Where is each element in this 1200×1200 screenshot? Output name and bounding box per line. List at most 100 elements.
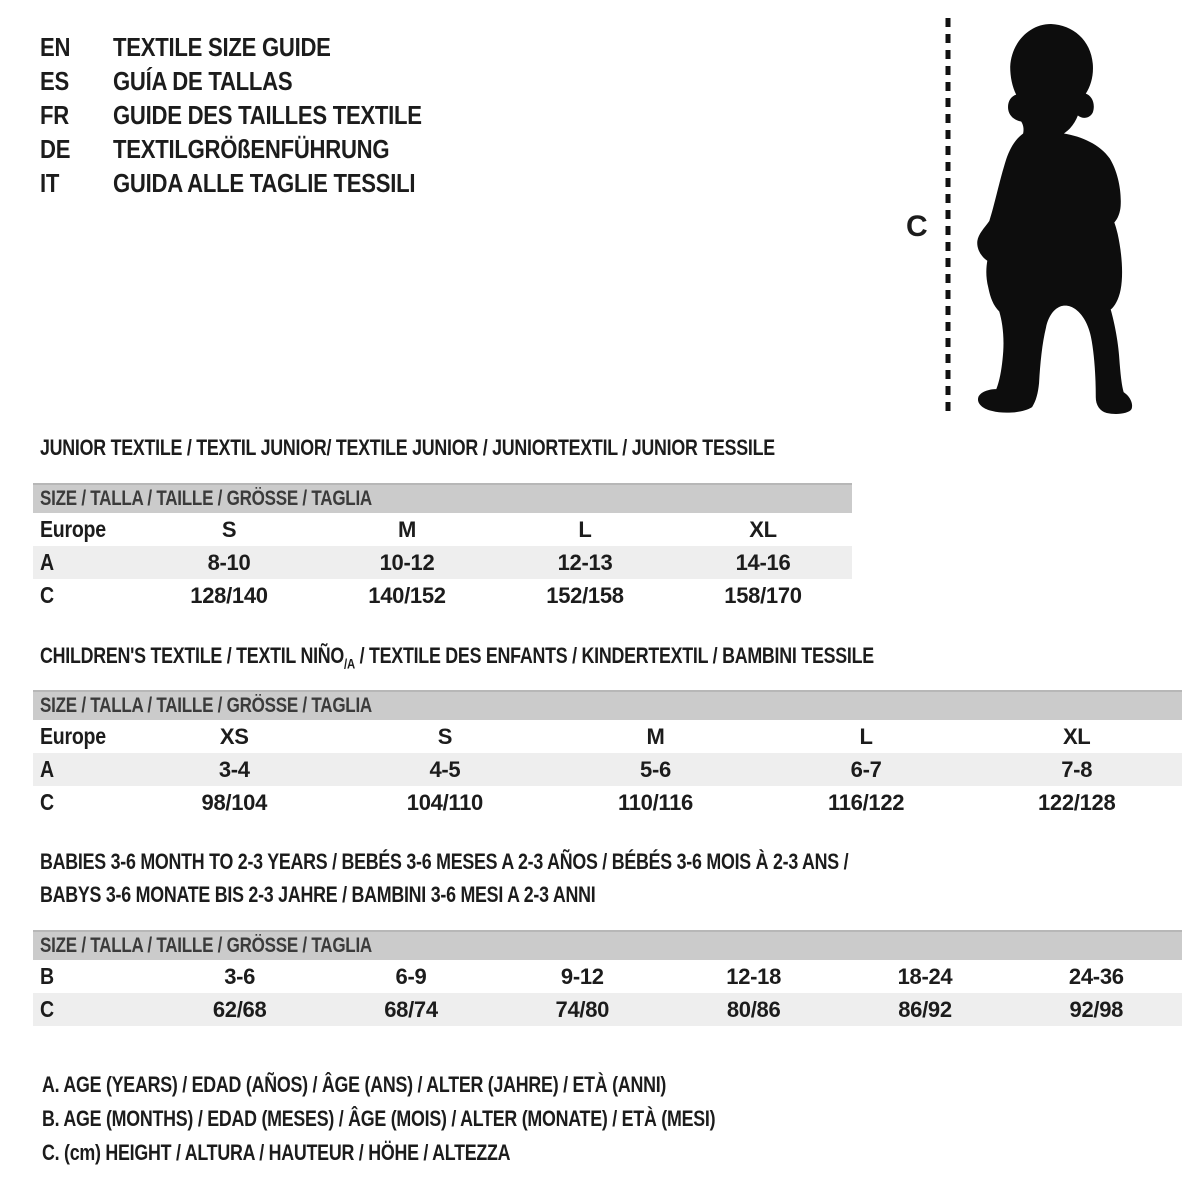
guide-title: GUÍA DE TALLAS <box>113 64 476 98</box>
lang-row-de: DE TEXTILGRÖßENFÜHRUNG <box>40 132 476 166</box>
lang-row-it: IT GUIDA ALLE TAGLIE TESSILI <box>40 166 476 200</box>
lang-code-label: ES <box>40 66 69 96</box>
row-label: Europe <box>33 720 129 753</box>
legend-line-c-text: C. (cm) HEIGHT / ALTURA / HAUTEUR / HÖHE… <box>42 1140 511 1165</box>
lang-code: IT <box>40 166 113 200</box>
value-cell: 98/104 <box>201 790 268 815</box>
size-cell: M <box>646 724 665 749</box>
guide-title-label: TEXTILGRÖßENFÜHRUNG <box>113 134 390 164</box>
value-cell: 62/68 <box>212 997 267 1022</box>
lang-row-en: EN TEXTILE SIZE GUIDE <box>40 30 476 64</box>
title-sub: /A <box>344 655 355 672</box>
row-label-text: Europe <box>40 723 106 749</box>
value-cell: 68/74 <box>384 997 438 1022</box>
babies-title-line1: BABIES 3-6 MONTH TO 2-3 YEARS / BEBÉS 3-… <box>40 849 849 874</box>
value-cell: 128/140 <box>190 583 268 608</box>
legend-line-a-text: A. AGE (YEARS) / EDAD (AÑOS) / ÂGE (ANS)… <box>42 1072 667 1097</box>
value-cell: 122/128 <box>1037 790 1116 815</box>
row-label: C <box>33 579 140 612</box>
table-row-age: A 8-10 10-12 12-13 14-16 <box>33 546 852 579</box>
size-header-label: SIZE / TALLA / TAILLE / GRÖSSE / TAGLIA <box>40 487 372 510</box>
size-cell: XS <box>219 724 249 749</box>
lang-code-label: IT <box>40 168 60 198</box>
value-cell: 6-9 <box>395 964 427 989</box>
lang-row-fr: FR GUIDE DES TAILLES TEXTILE <box>40 98 476 132</box>
junior-section-title-text: JUNIOR TEXTILE / TEXTIL JUNIOR/ TEXTILE … <box>40 435 775 460</box>
children-section-title-text: CHILDREN'S TEXTILE / TEXTIL NIÑO/A / TEX… <box>40 643 874 671</box>
size-header-band: SIZE / TALLA / TAILLE / GRÖSSE / TAGLIA <box>33 483 852 513</box>
table-row-age: A 3-4 4-5 5-6 6-7 7-8 <box>33 753 1182 786</box>
guide-title-label: GUÍA DE TALLAS <box>113 66 293 96</box>
value-cell: 158/170 <box>724 583 802 608</box>
guide-title-label: GUIDE DES TAILLES TEXTILE <box>113 100 422 130</box>
row-label: B <box>33 960 154 993</box>
table-row-height: C 128/140 140/152 152/158 158/170 <box>33 579 852 612</box>
title-pre: CHILDREN'S TEXTILE / TEXTIL NIÑO <box>40 643 345 668</box>
title-post: / TEXTILE DES ENFANTS / KINDERTEXTIL / B… <box>354 643 875 668</box>
guide-title: GUIDE DES TAILLES TEXTILE <box>113 98 476 132</box>
legend: A. AGE (YEARS) / EDAD (AÑOS) / ÂGE (ANS)… <box>42 1068 873 1170</box>
lang-code-label: FR <box>40 100 69 130</box>
row-label-text: A <box>40 549 54 575</box>
row-label: C <box>33 786 129 819</box>
value-cell: 10-12 <box>379 550 435 575</box>
babies-section-title: BABIES 3-6 MONTH TO 2-3 YEARS / BEBÉS 3-… <box>40 845 1038 911</box>
value-cell: 152/158 <box>546 583 624 608</box>
value-cell: 8-10 <box>207 550 251 575</box>
guide-title: GUIDA ALLE TAGLIE TESSILI <box>113 166 476 200</box>
value-cell: 18-24 <box>897 964 953 989</box>
value-cell: 80/86 <box>726 997 781 1022</box>
value-cell: 140/152 <box>368 583 446 608</box>
row-label-text: C <box>40 789 54 815</box>
size-header-label: SIZE / TALLA / TAILLE / GRÖSSE / TAGLIA <box>40 694 372 717</box>
size-cell: XL <box>749 517 777 542</box>
children-section-title: CHILDREN'S TEXTILE / TEXTIL NIÑO/A / TEX… <box>40 643 1069 671</box>
size-cell: L <box>578 517 592 542</box>
value-cell: 86/92 <box>898 997 952 1022</box>
value-cell: 4-5 <box>429 757 461 782</box>
value-cell: 74/80 <box>555 997 610 1022</box>
row-label-text: Europe <box>40 516 106 542</box>
legend-line-b: B. AGE (MONTHS) / EDAD (MESES) / ÂGE (MO… <box>42 1102 873 1136</box>
size-cell: S <box>221 517 237 542</box>
lang-code: EN <box>40 30 113 64</box>
row-label: C <box>33 993 154 1026</box>
row-label: A <box>33 753 129 786</box>
table-row-height: C 62/68 68/74 74/80 80/86 86/92 92/98 <box>33 993 1182 1026</box>
value-cell: 5-6 <box>640 757 671 782</box>
value-cell: 3-4 <box>218 757 250 782</box>
lang-code-label: EN <box>40 32 71 62</box>
size-header-label: SIZE / TALLA / TAILLE / GRÖSSE / TAGLIA <box>40 934 372 957</box>
row-label-text: A <box>40 756 54 782</box>
junior-size-table: SIZE / TALLA / TAILLE / GRÖSSE / TAGLIA … <box>33 483 852 612</box>
legend-line-b-text: B. AGE (MONTHS) / EDAD (MESES) / ÂGE (MO… <box>42 1106 716 1131</box>
size-cell: L <box>859 724 873 749</box>
toddler-silhouette-icon <box>964 22 1136 425</box>
value-cell: 9-12 <box>560 964 604 989</box>
lang-code: DE <box>40 132 113 166</box>
row-label-text: C <box>40 996 54 1022</box>
value-cell: 12-13 <box>557 550 613 575</box>
table-row-europe: Europe S M L XL <box>33 513 852 546</box>
value-cell: 12-18 <box>726 964 782 989</box>
legend-line-a: A. AGE (YEARS) / EDAD (AÑOS) / ÂGE (ANS)… <box>42 1068 873 1102</box>
language-title-block: EN TEXTILE SIZE GUIDE ES GUÍA DE TALLAS … <box>40 30 476 200</box>
value-cell: 92/98 <box>1069 997 1124 1022</box>
babies-size-table: SIZE / TALLA / TAILLE / GRÖSSE / TAGLIA … <box>33 930 1182 1026</box>
row-label: A <box>33 546 140 579</box>
lang-code: FR <box>40 98 113 132</box>
measure-c-label: C <box>906 210 928 243</box>
guide-title-label: TEXTILE SIZE GUIDE <box>113 32 331 62</box>
size-header-band: SIZE / TALLA / TAILLE / GRÖSSE / TAGLIA <box>33 930 1182 960</box>
size-cell: XL <box>1062 724 1091 749</box>
lang-row-es: ES GUÍA DE TALLAS <box>40 64 476 98</box>
value-cell: 110/116 <box>617 790 693 815</box>
value-cell: 24-36 <box>1068 964 1124 989</box>
row-label-text: B <box>40 963 54 989</box>
value-cell: 14-16 <box>735 550 791 575</box>
size-cell: S <box>437 724 453 749</box>
row-label-text: C <box>40 582 54 608</box>
lang-code-label: DE <box>40 134 71 164</box>
size-header-band: SIZE / TALLA / TAILLE / GRÖSSE / TAGLIA <box>33 690 1182 720</box>
table-row-europe: Europe XS S M L XL <box>33 720 1182 753</box>
